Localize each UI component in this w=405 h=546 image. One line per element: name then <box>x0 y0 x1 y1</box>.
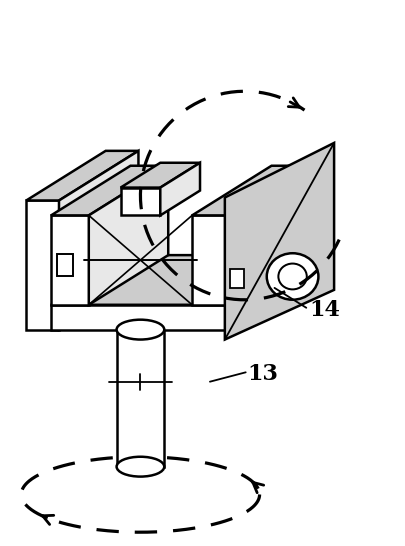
Polygon shape <box>192 215 229 305</box>
Polygon shape <box>116 330 164 467</box>
Polygon shape <box>160 163 200 215</box>
Polygon shape <box>26 151 138 200</box>
Polygon shape <box>229 269 243 288</box>
Polygon shape <box>192 166 309 215</box>
Polygon shape <box>26 200 59 330</box>
Polygon shape <box>51 166 168 215</box>
Polygon shape <box>224 143 333 340</box>
Ellipse shape <box>278 264 306 289</box>
Polygon shape <box>120 163 200 188</box>
Polygon shape <box>229 255 309 330</box>
Ellipse shape <box>116 457 164 477</box>
Text: 13: 13 <box>247 363 278 385</box>
Polygon shape <box>234 166 313 330</box>
Polygon shape <box>51 305 229 330</box>
Polygon shape <box>120 188 160 215</box>
Polygon shape <box>51 255 309 305</box>
Polygon shape <box>51 215 89 305</box>
Polygon shape <box>130 255 309 280</box>
Polygon shape <box>229 166 309 305</box>
Polygon shape <box>89 166 168 305</box>
Ellipse shape <box>116 319 164 340</box>
Text: 14: 14 <box>309 299 339 321</box>
Polygon shape <box>59 151 138 330</box>
Ellipse shape <box>266 253 318 300</box>
Polygon shape <box>57 254 73 276</box>
